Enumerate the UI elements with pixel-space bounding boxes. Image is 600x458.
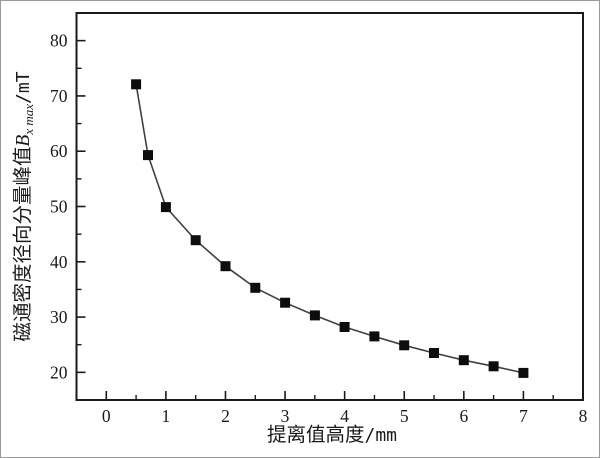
y-axis-label: 磁通密度径向分量峰值Bx max/mT bbox=[12, 71, 36, 341]
y-tick-label: 80 bbox=[50, 31, 68, 51]
x-tick-label: 2 bbox=[221, 406, 230, 426]
data-point-marker bbox=[160, 202, 171, 213]
data-point-marker bbox=[131, 79, 142, 90]
x-axis-label: 提离值高度/mm bbox=[267, 424, 397, 446]
y-tick-label: 50 bbox=[50, 197, 68, 217]
data-point-marker bbox=[518, 367, 529, 378]
data-point-marker bbox=[458, 355, 469, 366]
y-axis-unit: /mT bbox=[13, 71, 34, 104]
data-point-marker bbox=[220, 261, 231, 272]
data-point-marker bbox=[399, 340, 410, 351]
x-tick-label: 7 bbox=[519, 406, 528, 426]
series-line bbox=[135, 84, 524, 374]
y-axis-variable: B bbox=[13, 135, 34, 147]
plot-area: 0 1 2 3 4 5 6 7 8 20 30 40 50 60 70 80 bbox=[50, 12, 588, 426]
data-point-marker bbox=[369, 331, 380, 342]
y-tick-label: 60 bbox=[50, 141, 68, 161]
data-point-marker bbox=[190, 235, 201, 246]
y-tick-label: 30 bbox=[50, 307, 68, 327]
x-tick-label: 4 bbox=[340, 406, 349, 426]
x-axis-unit: /mm bbox=[365, 425, 398, 446]
y-axis-subscript: x max bbox=[21, 104, 36, 136]
y-axis-label-text: 磁通密度径向分量峰值 bbox=[12, 147, 34, 342]
x-tick-label: 3 bbox=[281, 406, 290, 426]
x-tick-label: 8 bbox=[579, 406, 588, 426]
data-point-marker bbox=[280, 297, 291, 308]
data-point-marker bbox=[250, 282, 261, 293]
x-tick-label: 6 bbox=[459, 406, 468, 426]
data-point-marker bbox=[488, 361, 499, 372]
data-point-marker bbox=[143, 150, 153, 161]
x-axis-label-text: 提离值高度 bbox=[267, 424, 365, 446]
plot-frame bbox=[75, 12, 584, 401]
data-point-marker bbox=[429, 348, 439, 358]
data-point-marker bbox=[309, 310, 320, 321]
x-tick-label: 5 bbox=[400, 406, 409, 426]
y-tick-label: 20 bbox=[50, 362, 68, 382]
x-tick-label: 0 bbox=[102, 406, 111, 426]
x-tick-label: 1 bbox=[162, 406, 171, 426]
y-tick-label: 40 bbox=[50, 252, 68, 272]
data-point-marker bbox=[339, 322, 350, 332]
y-tick-label: 70 bbox=[50, 86, 68, 106]
